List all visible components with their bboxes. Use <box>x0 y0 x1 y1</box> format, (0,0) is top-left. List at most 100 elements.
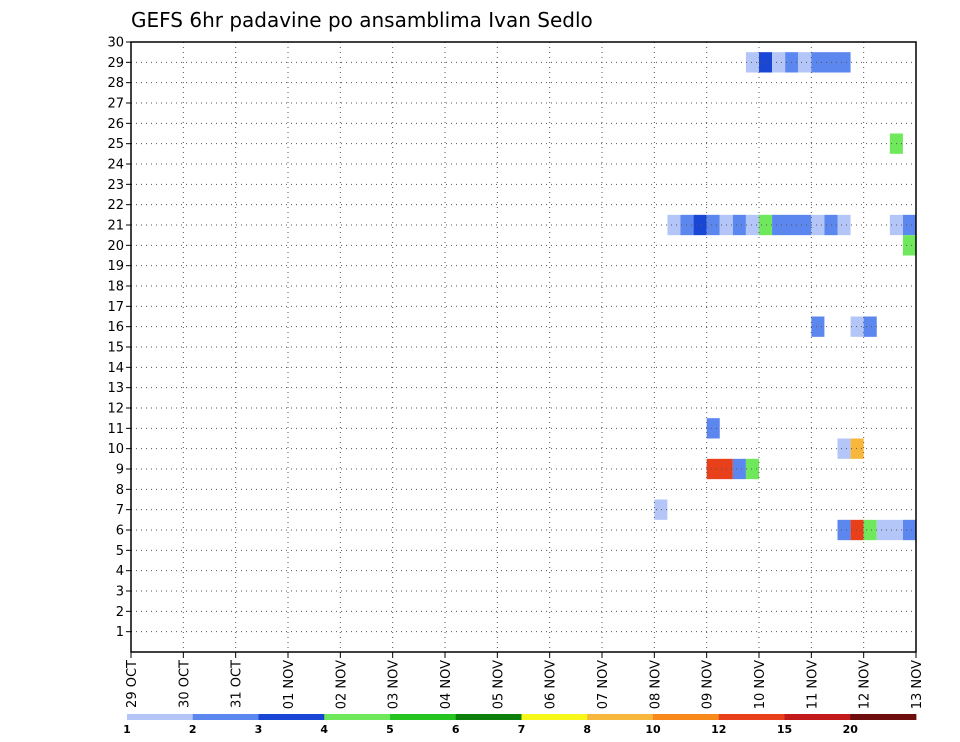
legend-swatch <box>127 714 194 720</box>
heatmap-cell <box>811 52 851 73</box>
heatmap-cell <box>863 316 877 337</box>
y-tick-label: 21 <box>107 219 124 234</box>
x-tick-label: 11 NOV <box>805 660 820 709</box>
y-tick-label: 14 <box>107 361 124 376</box>
y-tick-label: 23 <box>107 178 124 193</box>
x-tick-label: 31 OCT <box>230 660 245 708</box>
heatmap-cell <box>745 52 759 73</box>
legend-label: 10 <box>645 723 661 736</box>
y-tick-label: 24 <box>107 158 124 173</box>
heatmap-cell <box>824 214 838 236</box>
heatmap-cell <box>745 458 759 480</box>
legend-label: 8 <box>583 723 591 736</box>
y-tick-label: 10 <box>107 442 124 457</box>
y-tick-label: 3 <box>116 585 124 600</box>
legend-swatch <box>258 714 325 720</box>
y-tick-label: 18 <box>107 280 124 295</box>
heatmap-cell <box>837 438 851 459</box>
legend-swatch <box>718 714 785 720</box>
heatmap-cell <box>811 316 825 337</box>
x-tick-label: 10 NOV <box>753 660 768 709</box>
x-tick-label: 30 OCT <box>177 660 192 708</box>
heatmap-cell <box>706 214 720 236</box>
y-tick-label: 9 <box>116 463 124 478</box>
y-tick-label: 5 <box>116 544 124 559</box>
y-tick-label: 29 <box>107 56 124 71</box>
heatmap-cells <box>654 52 916 541</box>
heatmap-cell <box>850 316 864 337</box>
plot-frame <box>130 41 917 653</box>
x-tick-label: 06 NOV <box>544 660 559 709</box>
x-tick-label: 03 NOV <box>387 660 402 709</box>
x-tick-label: 02 NOV <box>334 660 349 709</box>
x-tick-label: 09 NOV <box>701 660 716 709</box>
heatmap-cell <box>667 214 681 236</box>
y-tick-label: 26 <box>107 117 124 132</box>
heatmap-cell <box>759 214 773 236</box>
legend-swatch <box>324 714 391 720</box>
heatmap-cell <box>811 214 825 236</box>
y-tick-label: 8 <box>116 483 124 498</box>
x-tick-label: 05 NOV <box>491 660 506 709</box>
y-tick-label: 17 <box>107 300 124 315</box>
y-tick-label: 16 <box>107 320 124 335</box>
y-tick-label: 11 <box>107 422 124 437</box>
y-axis: 1234567891011121314151617181920212223242… <box>107 36 131 640</box>
y-tick-label: 22 <box>107 198 124 213</box>
x-axis: 29 OCT 30 OCT 31 OCT 01 NOV 02 NOV 03 NOV 04 N… <box>125 652 925 709</box>
heatmap-cell <box>902 235 916 256</box>
legend-label: 4 <box>320 723 328 736</box>
y-tick-label: 20 <box>107 239 124 254</box>
y-tick-label: 7 <box>116 503 124 518</box>
heatmap-cell <box>772 52 786 73</box>
color-legend: 1 2 3 4 5 6 7 8 10 12 15 20 <box>123 714 917 736</box>
heatmap-cell <box>759 52 773 73</box>
heatmap-cell <box>863 519 877 541</box>
heatmap-cell <box>745 214 759 236</box>
legend-label: 12 <box>711 723 726 736</box>
legend-swatch <box>784 714 851 720</box>
x-tick-label: 08 NOV <box>648 660 663 709</box>
legend-label: 3 <box>255 723 263 736</box>
y-tick-label: 19 <box>107 259 124 274</box>
legend-swatch <box>521 714 588 720</box>
y-tick-label: 12 <box>107 402 124 417</box>
heatmap-cell <box>706 418 720 439</box>
legend-label: 15 <box>777 723 792 736</box>
y-tick-label: 1 <box>116 625 124 640</box>
legend-swatch <box>192 714 259 720</box>
heatmap-cell <box>837 214 851 236</box>
heatmap-cell <box>850 519 864 541</box>
legend-label: 6 <box>452 723 460 736</box>
legend-swatch <box>455 714 522 720</box>
legend-label: 2 <box>189 723 197 736</box>
legend-swatch <box>390 714 457 720</box>
heatmap-cell <box>837 519 851 541</box>
heatmap-cell <box>693 214 707 236</box>
legend-swatch <box>653 714 720 720</box>
heatmap-cell <box>902 214 916 236</box>
x-tick-label: 13 NOV <box>910 660 925 709</box>
legend-label: 5 <box>386 723 394 736</box>
y-tick-label: 13 <box>107 381 124 396</box>
heatmap-cell <box>654 499 668 520</box>
heatmap-cell <box>680 214 694 236</box>
legend-swatch <box>850 714 917 720</box>
x-tick-label: 07 NOV <box>596 660 611 709</box>
x-tick-label: 29 OCT <box>125 660 140 708</box>
x-tick-label: 01 NOV <box>282 660 297 709</box>
y-tick-label: 27 <box>107 97 124 112</box>
legend-label: 20 <box>843 723 859 736</box>
heatmap-cell <box>706 458 733 480</box>
y-tick-label: 6 <box>116 524 124 539</box>
y-tick-label: 30 <box>107 36 124 51</box>
heatmap-cell <box>902 519 916 541</box>
grid-lines <box>131 41 916 652</box>
y-tick-label: 2 <box>116 605 124 620</box>
x-tick-label: 04 NOV <box>439 660 454 709</box>
heatmap-cell <box>850 438 864 459</box>
legend-label: 1 <box>123 723 131 736</box>
heatmap-cell <box>732 214 746 236</box>
legend-swatch <box>587 714 654 720</box>
